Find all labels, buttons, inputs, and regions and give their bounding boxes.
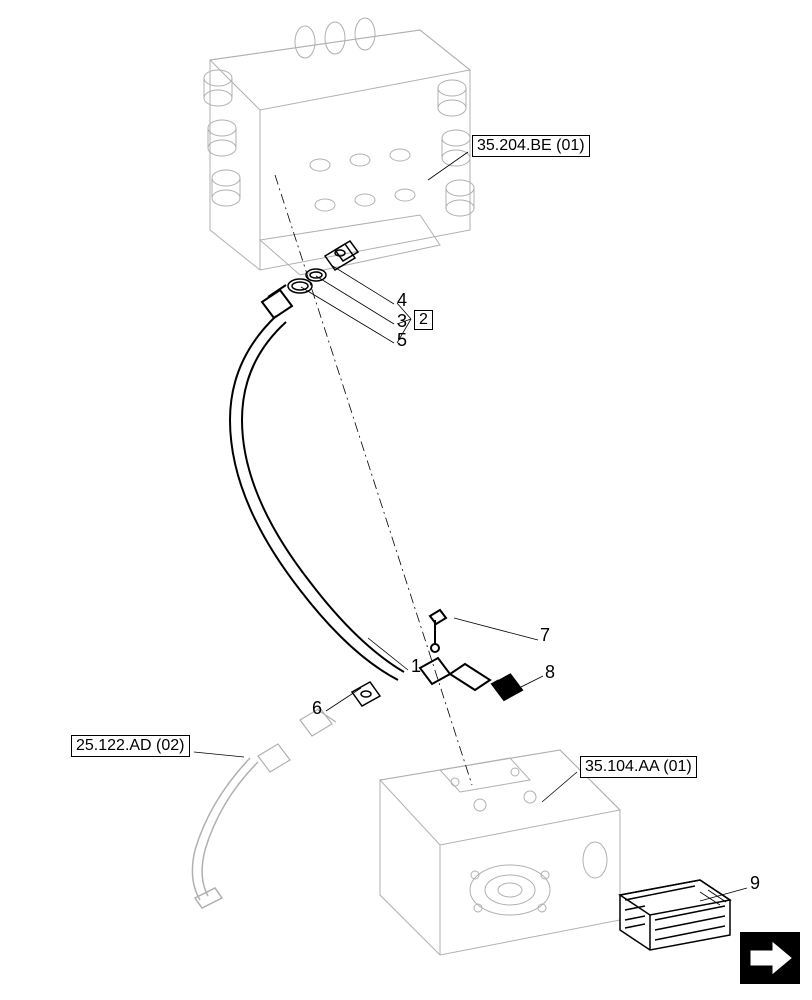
next-page-icon[interactable] (740, 932, 800, 984)
parts-diagram: 1 3 4 5 6 7 8 9 2 35.204.BE (01) 25.122.… (0, 0, 812, 1000)
ref-35-204-be: 35.204.BE (01) (472, 135, 590, 157)
callout-4: 4 (397, 290, 407, 311)
callout-5: 5 (397, 330, 407, 351)
callout-9: 9 (750, 873, 760, 894)
callout-2-boxed: 2 (414, 310, 433, 330)
callout-1: 1 (411, 656, 421, 677)
diagram-svg (0, 0, 812, 1000)
callout-8: 8 (545, 662, 555, 683)
ref-35-104-aa: 35.104.AA (01) (580, 756, 697, 778)
ref-25-122-ad: 25.122.AD (02) (71, 735, 190, 757)
callout-7: 7 (540, 625, 550, 646)
callout-6: 6 (312, 698, 322, 719)
callout-3: 3 (397, 311, 407, 332)
